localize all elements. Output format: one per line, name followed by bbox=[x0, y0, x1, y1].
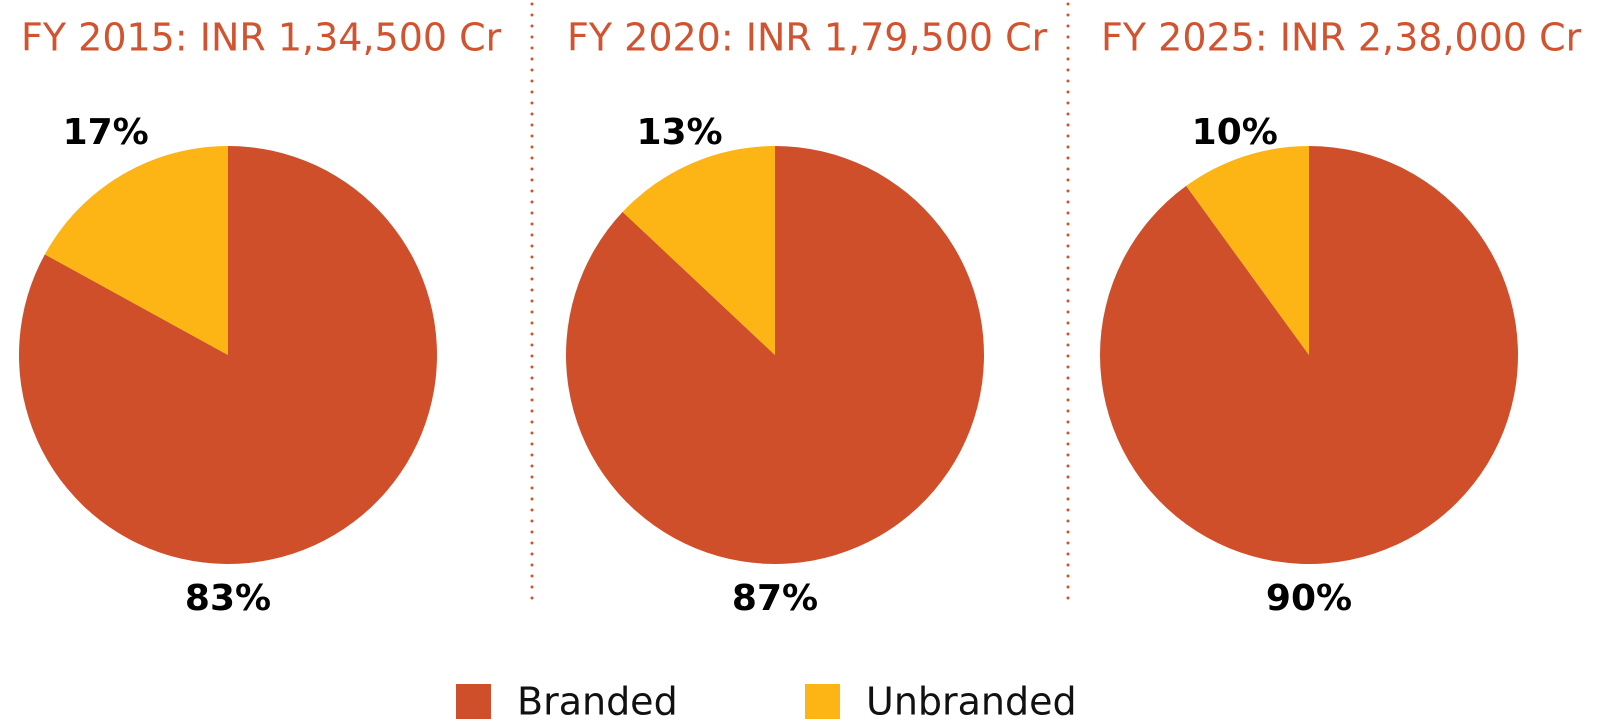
value-label: 83% bbox=[185, 578, 271, 619]
value-label: 90% bbox=[1266, 578, 1352, 619]
value-label: 10% bbox=[1192, 112, 1278, 153]
chart-title: FY 2020: INR 1,79,500 Cr bbox=[567, 16, 1048, 60]
value-label: 13% bbox=[636, 112, 722, 153]
pie-slice bbox=[44, 146, 229, 355]
legend-label: Unbranded bbox=[866, 680, 1077, 722]
value-label: 87% bbox=[732, 578, 818, 619]
chart-title: FY 2025: INR 2,38,000 Cr bbox=[1101, 16, 1582, 60]
legend-label: Branded bbox=[517, 680, 678, 722]
pie-slice bbox=[18, 146, 437, 565]
value-label: 17% bbox=[63, 112, 149, 153]
chart-title: FY 2015: INR 1,34,500 Cr bbox=[21, 16, 502, 60]
pie-slice bbox=[622, 146, 775, 355]
legend-swatch bbox=[805, 684, 840, 719]
legend-swatch bbox=[456, 684, 491, 719]
pie-slice bbox=[1186, 146, 1309, 355]
